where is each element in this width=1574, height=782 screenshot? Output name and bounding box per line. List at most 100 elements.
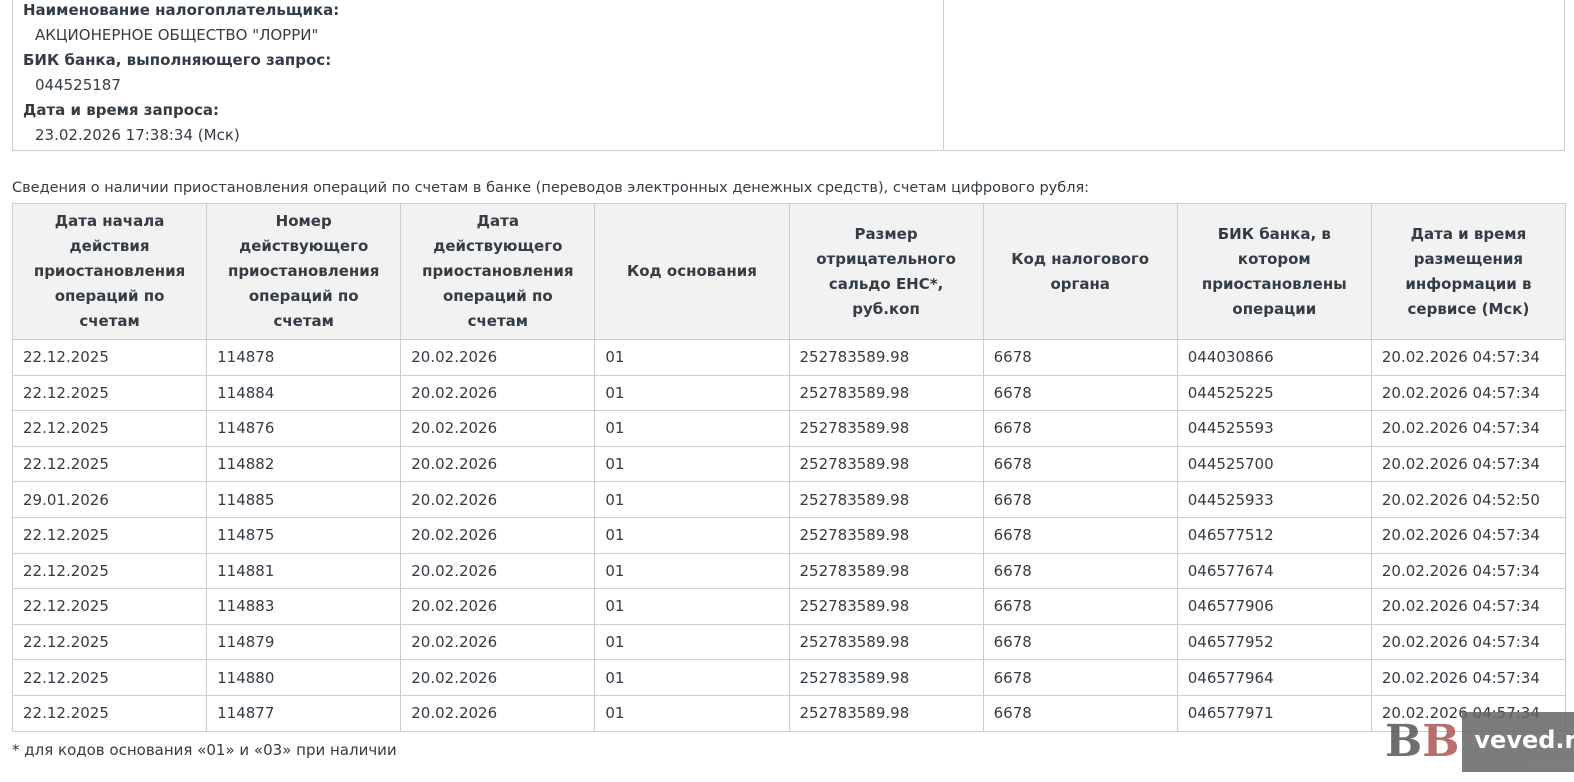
table-cell: 252783589.98 <box>788 516 984 554</box>
table-cell: 22.12.2025 <box>11 516 208 554</box>
column-header: Номер действующего приостановления опера… <box>206 203 402 340</box>
table-cell: 22.12.2025 <box>11 339 208 376</box>
table-cell: 252783589.98 <box>788 445 984 483</box>
table-cell: 20.02.2026 04:57:34 <box>1370 339 1567 376</box>
table-cell: 114876 <box>206 410 402 447</box>
table-cell: 20.02.2026 <box>400 659 596 696</box>
table-cell: 01 <box>594 374 790 412</box>
table-cell: 046577674 <box>1176 552 1372 590</box>
table-cell: 01 <box>594 552 790 590</box>
table-cell: 044525593 <box>1176 410 1372 447</box>
column-header: Код налогового органа <box>982 203 1178 340</box>
table-cell: 046577906 <box>1176 588 1372 625</box>
table-cell: 6678 <box>982 445 1178 483</box>
table-row: 22.12.2025 114882 20.02.2026 01 252783589.98… <box>11 445 1567 483</box>
table-cell: 114884 <box>206 374 402 412</box>
table-cell: 6678 <box>982 374 1178 412</box>
table-row: 22.12.2025 114883 20.02.2026 01 252783589.98… <box>11 588 1567 625</box>
table-cell: 20.02.2026 04:57:34 <box>1370 588 1567 625</box>
table-cell: 20.02.2026 04:57:34 <box>1370 445 1567 483</box>
table-cell: 29.01.2026 <box>11 481 208 518</box>
table-row: 22.12.2025 114878 20.02.2026 01 252783589.98… <box>11 339 1567 376</box>
table-cell: 20.02.2026 04:57:34 <box>1370 659 1567 696</box>
column-header: Код основания <box>594 203 790 340</box>
table-caption: Сведения о наличии приостановления опера… <box>12 180 1090 196</box>
table-cell: 6678 <box>982 659 1178 696</box>
table-cell: 20.02.2026 04:52:50 <box>1370 481 1567 518</box>
table-cell: 01 <box>594 445 790 483</box>
table-row: 29.01.2026 114885 20.02.2026 01 252783589.98… <box>11 481 1567 518</box>
table-cell: 114882 <box>206 445 402 483</box>
table-cell: 046577512 <box>1176 516 1372 554</box>
table-cell: 252783589.98 <box>788 374 984 412</box>
table-cell: 6678 <box>982 339 1178 376</box>
table-cell: 20.02.2026 04:57:34 <box>1370 516 1567 554</box>
table-cell: 01 <box>594 659 790 696</box>
table-cell: 22.12.2025 <box>11 445 208 483</box>
table-row: 22.12.2025 114876 20.02.2026 01 252783589.98… <box>11 410 1567 447</box>
table-cell: 20.02.2026 <box>400 374 596 412</box>
table-cell: 046577971 <box>1176 694 1372 732</box>
table-cell: 252783589.98 <box>788 339 984 376</box>
table-cell: 6678 <box>982 588 1178 625</box>
column-header: БИК банка, в котором приостановлены опер… <box>1176 203 1372 340</box>
table-cell: 114883 <box>206 588 402 625</box>
table-cell: 6678 <box>982 481 1178 518</box>
table-cell: 20.02.2026 04:57:34 <box>1370 552 1567 590</box>
table-cell: 01 <box>594 588 790 625</box>
table-cell: 20.02.2026 04:57:34 <box>1370 623 1567 661</box>
table-cell: 046577952 <box>1176 623 1372 661</box>
watermark: BB veved.ru <box>1385 712 1574 772</box>
table-header-row: Дата начала действия приостановления опе… <box>11 203 1567 340</box>
table-cell: 252783589.98 <box>788 694 984 732</box>
table-cell: 20.02.2026 <box>400 588 596 625</box>
table-cell: 6678 <box>982 552 1178 590</box>
watermark-logo: B <box>1385 716 1423 767</box>
table-row: 22.12.2025 114880 20.02.2026 01 252783589.98… <box>11 659 1567 696</box>
table-cell: 044525225 <box>1176 374 1372 412</box>
table-row: 22.12.2025 114875 20.02.2026 01 252783589.98… <box>11 516 1567 554</box>
table-cell: 20.02.2026 <box>400 623 596 661</box>
table-cell: 01 <box>594 481 790 518</box>
table-cell: 22.12.2025 <box>11 659 208 696</box>
table-cell: 20.02.2026 04:57:34 <box>1370 374 1567 412</box>
table-cell: 22.12.2025 <box>11 588 208 625</box>
request-info: Наименование налогоплательщика: АКЦИОНЕР… <box>13 0 944 150</box>
table-cell: 20.02.2026 <box>400 410 596 447</box>
taxpayer-value: АКЦИОНЕРНОЕ ОБЩЕСТВО "ЛОРРИ" <box>35 26 319 44</box>
table-cell: 6678 <box>982 516 1178 554</box>
table-cell: 20.02.2026 <box>400 552 596 590</box>
table-cell: 252783589.98 <box>788 410 984 447</box>
watermark-logo: B <box>1422 716 1460 767</box>
table-cell: 044525933 <box>1176 481 1372 518</box>
table-cell: 252783589.98 <box>788 552 984 590</box>
bik-value: 044525187 <box>35 76 121 94</box>
table-cell: 114879 <box>206 623 402 661</box>
table-cell: 01 <box>594 694 790 732</box>
table-cell: 6678 <box>982 410 1178 447</box>
table-cell: 044030866 <box>1176 339 1372 376</box>
table-cell: 01 <box>594 516 790 554</box>
table-cell: 22.12.2025 <box>11 623 208 661</box>
table-cell: 20.02.2026 04:57:34 <box>1370 410 1567 447</box>
table-cell: 20.02.2026 <box>400 339 596 376</box>
table-cell: 114875 <box>206 516 402 554</box>
table-cell: 114877 <box>206 694 402 732</box>
table-cell: 20.02.2026 <box>400 481 596 518</box>
table-cell: 044525700 <box>1176 445 1372 483</box>
column-header: Дата и время размещения информации в сер… <box>1370 203 1567 340</box>
datetime-value: 23.02.2026 17:38:34 (Мск) <box>35 126 240 144</box>
table-row: 22.12.2025 114879 20.02.2026 01 252783589.98… <box>11 623 1567 661</box>
table-cell: 01 <box>594 339 790 376</box>
column-header: Размер отрицательного сальдо ЕНС*, руб.к… <box>788 203 984 340</box>
table-cell: 20.02.2026 <box>400 516 596 554</box>
table-cell: 20.02.2026 <box>400 445 596 483</box>
table-cell: 22.12.2025 <box>11 374 208 412</box>
column-header: Дата начала действия приостановления опе… <box>11 203 208 340</box>
bik-label: БИК банка, выполняющего запрос: <box>23 51 332 69</box>
table-cell: 252783589.98 <box>788 588 984 625</box>
table-cell: 114878 <box>206 339 402 376</box>
table-cell: 046577964 <box>1176 659 1372 696</box>
table-cell: 252783589.98 <box>788 481 984 518</box>
request-info-box: Наименование налогоплательщика: АКЦИОНЕР… <box>12 0 1565 151</box>
